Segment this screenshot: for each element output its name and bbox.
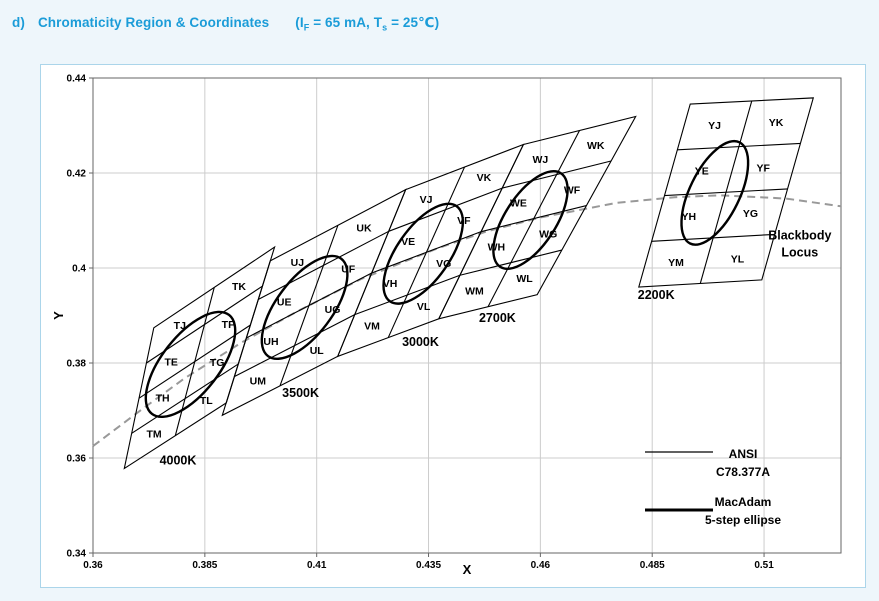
bin-label-tk: TK <box>232 281 246 293</box>
bin-label-vm: VM <box>364 320 380 332</box>
ansi-quadrangle-2200k <box>638 97 815 288</box>
legend-label: ANSI <box>729 447 758 461</box>
y-tick-label: 0.34 <box>67 549 87 560</box>
bin-label-wg: WG <box>539 229 557 241</box>
bin-label-vj: VJ <box>420 194 433 206</box>
x-tick-label: 0.385 <box>192 560 217 571</box>
legend-label: C78.377A <box>716 465 770 479</box>
bin-label-wf: WF <box>564 184 581 196</box>
y-tick-label: 0.44 <box>67 74 87 85</box>
quadrangle-row-divider <box>354 274 461 316</box>
quadrangle-row-divider <box>664 188 788 197</box>
macadam-ellipse-4000k <box>144 310 237 419</box>
y-tick-label: 0.4 <box>72 264 86 275</box>
bin-label-uf: UF <box>341 263 356 275</box>
x-tick-label: 0.435 <box>416 560 441 571</box>
title-text: Chromaticity Region & Coordinates <box>37 15 270 30</box>
bin-label-vg: VG <box>436 258 451 270</box>
title-condition: (IF = 65 mA, Ts = 25℃) <box>295 15 440 33</box>
bin-label-yj: YJ <box>708 120 721 132</box>
x-tick-label: 0.46 <box>531 560 551 571</box>
x-tick-label: 0.36 <box>83 560 103 571</box>
quadrangle-row-divider <box>677 142 801 151</box>
ansi-quadrangle-2700k <box>437 115 637 320</box>
bin-label-vf: VF <box>457 215 471 227</box>
condition-subscript: F <box>303 22 310 33</box>
condition-part: = 25℃) <box>387 15 440 30</box>
bin-label-vk: VK <box>477 172 492 184</box>
x-tick-label: 0.41 <box>307 560 327 571</box>
bin-label-tg: TG <box>210 357 225 369</box>
macadam-ellipse-3000k <box>382 202 465 305</box>
cct-label-4000k: 4000K <box>160 453 197 467</box>
legend-label: MacAdam <box>715 495 772 509</box>
bin-label-te: TE <box>164 356 177 368</box>
bin-label-ul: UL <box>310 345 325 357</box>
bin-label-um: UM <box>250 375 267 387</box>
cct-label-3000k: 3000K <box>402 335 439 349</box>
bin-label-wh: WH <box>488 242 506 254</box>
y-tick-label: 0.36 <box>67 454 87 465</box>
bin-label-tf: TF <box>222 319 235 331</box>
quadrangle-row-divider <box>388 187 503 232</box>
bin-label-uj: UJ <box>291 257 305 269</box>
bin-label-ym: YM <box>668 257 684 269</box>
bin-label-we: WE <box>510 198 527 210</box>
bin-label-uh: UH <box>263 336 278 348</box>
bin-label-yl: YL <box>731 253 745 265</box>
bin-label-vl: VL <box>417 301 431 313</box>
macadam-ellipse-3500k <box>260 254 349 361</box>
y-axis-title: Y <box>51 311 66 320</box>
quadrangle-row-divider <box>245 272 372 339</box>
quadrangle-row-divider <box>138 324 251 399</box>
bin-label-tl: TL <box>200 395 213 407</box>
x-tick-label: 0.51 <box>754 560 774 571</box>
bin-label-yg: YG <box>743 208 758 220</box>
blackbody-locus-label: Locus <box>781 246 818 260</box>
legend-label: 5-step ellipse <box>705 513 781 527</box>
x-tick-label: 0.485 <box>640 560 665 571</box>
bin-label-yf: YF <box>756 162 770 174</box>
quadrangle-row-divider <box>459 249 562 276</box>
cct-label-3500k: 3500K <box>282 386 319 400</box>
quadrangle-row-divider <box>257 230 389 300</box>
quadrangle-row-divider <box>502 160 612 189</box>
bin-label-wl: WL <box>516 273 533 285</box>
chromaticity-chart: TJ TK TE TF TH TG TM TL 4000K UJ UK UE UF UH UG UM UL 350… <box>51 74 842 577</box>
condition-subscript: s <box>382 22 388 33</box>
quadrangle-row-divider <box>371 231 482 274</box>
plot-frame <box>92 77 842 554</box>
cct-label-2700k: 2700K <box>479 311 516 325</box>
bin-label-ye: YE <box>695 166 709 178</box>
bin-label-vh: VH <box>383 278 398 290</box>
quadrangle-row-divider <box>234 314 355 378</box>
bin-label-ue: UE <box>277 297 292 309</box>
bin-label-wm: WM <box>465 285 484 297</box>
condition-part: = 65 mA, T <box>309 15 383 30</box>
bin-label-yh: YH <box>682 211 697 223</box>
x-axis-title: X <box>463 562 472 577</box>
page-title: d) Chromaticity Region & Coordinates (IF =… <box>12 15 439 33</box>
quadrangle-row-divider <box>131 363 239 434</box>
bin-label-ve: VE <box>401 236 415 248</box>
bin-label-tm: TM <box>147 429 162 441</box>
y-tick-label: 0.38 <box>67 359 87 370</box>
title-index: d) <box>12 15 25 30</box>
bin-label-yk: YK <box>769 117 784 129</box>
cct-label-2200k: 2200K <box>638 288 675 302</box>
blackbody-locus-label: Blackbody <box>768 229 831 243</box>
bin-label-wj: WJ <box>533 154 549 166</box>
y-tick-label: 0.42 <box>67 169 87 180</box>
chart-panel: TJ TK TE TF TH TG TM TL 4000K UJ UK UE UF UH UG UM UL 350… <box>40 64 866 588</box>
condition-part: (I <box>295 15 304 30</box>
macadam-ellipse-2700k <box>492 170 569 270</box>
bin-label-ug: UG <box>325 304 341 316</box>
bin-label-tj: TJ <box>174 320 186 332</box>
bin-label-wk: WK <box>587 140 605 152</box>
bin-label-th: TH <box>156 392 170 404</box>
bin-label-uk: UK <box>356 222 372 234</box>
blackbody-locus-curve <box>92 194 842 447</box>
macadam-ellipse-2200k <box>680 139 750 246</box>
